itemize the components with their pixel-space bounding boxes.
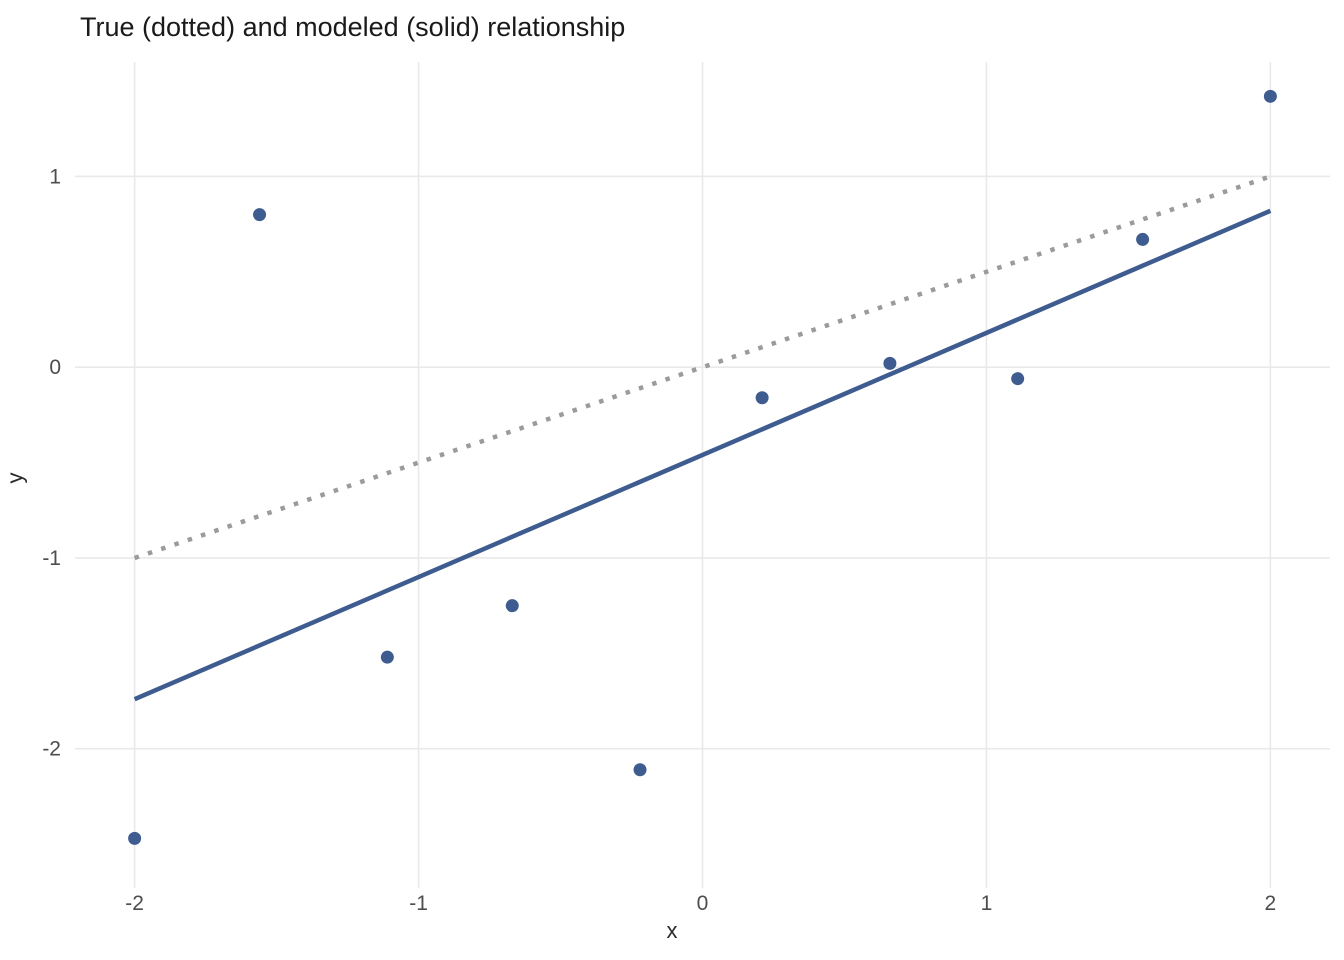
y-tick-label: 1 [49,165,61,188]
x-axis-label: x [666,918,678,943]
x-tick-label: 1 [981,892,993,915]
scatter-point [633,763,647,777]
scatter-point [1136,232,1150,246]
scatter-point [1263,89,1277,103]
modeled-relationship-line [133,208,1272,702]
y-tick-label: -2 [42,738,61,761]
x-tick-label: -2 [125,892,144,915]
scatter-point [128,831,142,845]
scatter-point [505,599,519,613]
scatter-point [1011,372,1025,386]
y-tick-label: -1 [42,547,61,570]
scatter-point [883,356,897,370]
y-tick-label: 0 [49,356,61,379]
chart-title: True (dotted) and modeled (solid) relati… [80,12,626,42]
true-relationship-line [133,174,1272,561]
y-axis-label: y [2,472,28,484]
x-tick-label: 2 [1265,892,1277,915]
scatter-point [380,650,394,664]
x-tick-label: -1 [409,892,428,915]
scatter-point [755,391,769,405]
scatter-point [253,208,267,222]
x-tick-label: 0 [697,892,709,915]
